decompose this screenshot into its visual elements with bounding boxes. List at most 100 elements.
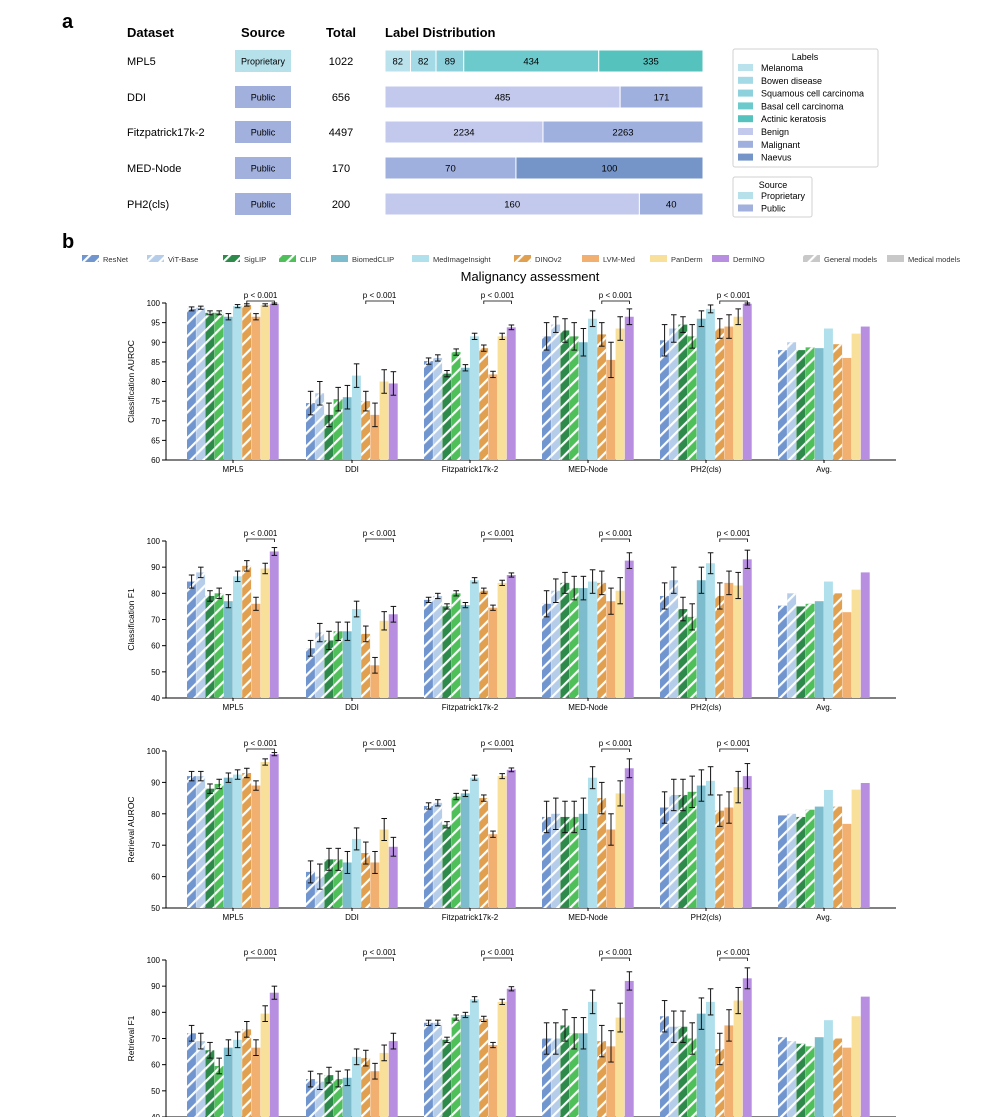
legend-label: Squamous cell carcinoma <box>761 89 864 99</box>
y-tick-label: 70 <box>151 616 160 625</box>
bar <box>842 357 852 460</box>
significance-bracket <box>246 538 275 542</box>
bar-hatch <box>214 1065 224 1117</box>
y-tick-label: 60 <box>151 1061 160 1070</box>
source-legend-title: Source <box>759 180 788 190</box>
legend-label: Melanoma <box>761 63 803 73</box>
significance-label: p < 0.001 <box>481 948 515 957</box>
bar-hatch <box>479 798 489 908</box>
panel-b-title: Malignancy assessment <box>461 269 600 284</box>
bar <box>506 575 516 698</box>
legend-swatch <box>738 115 753 123</box>
bar-hatch <box>542 816 551 908</box>
significance-bracket <box>246 748 275 752</box>
bar-hatch <box>361 633 371 698</box>
bar <box>706 1001 715 1117</box>
bar <box>352 609 361 698</box>
bar <box>696 785 706 908</box>
bar-hatch <box>778 605 787 698</box>
significance-bracket <box>719 748 748 752</box>
y-tick-label: 90 <box>151 563 160 572</box>
bar <box>388 1041 398 1117</box>
bar <box>742 978 752 1117</box>
bar-hatch <box>306 648 315 698</box>
bar-hatch <box>660 1016 669 1117</box>
significance-bracket <box>719 538 748 542</box>
total-count: 4497 <box>329 127 353 139</box>
bar-hatch <box>805 809 815 908</box>
y-tick-label: 50 <box>151 1087 160 1096</box>
legend-label: Medical models <box>908 255 960 264</box>
y-tick-label: 80 <box>151 810 160 819</box>
significance-label: p < 0.001 <box>363 739 397 748</box>
segment-count: 2234 <box>453 128 474 139</box>
bar <box>624 316 634 460</box>
x-tick-label: MED-Node <box>568 913 608 922</box>
bar-hatch <box>660 340 669 460</box>
bar <box>506 327 516 460</box>
y-axis-label: Retrieval F1 <box>126 1015 136 1061</box>
bar <box>706 563 715 698</box>
segment-count: 70 <box>445 164 456 175</box>
y-axis-label: Classification AUROC <box>126 340 136 423</box>
bar <box>488 1045 498 1117</box>
dataset-row-fitzpatrick17k-2: Fitzpatrick17k-2 Public 4497 2234 2263 <box>127 120 704 144</box>
bar-hatch <box>805 347 815 460</box>
bar-hatch <box>324 414 334 460</box>
bar <box>842 1047 852 1117</box>
legend-swatch <box>738 64 753 71</box>
significance-bracket <box>483 957 512 961</box>
legend-swatch <box>738 140 753 148</box>
legend-hatch <box>514 255 531 262</box>
bar <box>615 1017 625 1117</box>
bar <box>260 1013 270 1117</box>
y-tick-label: 75 <box>151 397 160 406</box>
bar-hatch <box>214 312 224 460</box>
bar-hatch <box>833 806 843 908</box>
bar <box>860 326 870 460</box>
bar-hatch <box>433 802 443 908</box>
segment-count: 100 <box>602 164 618 175</box>
bar <box>506 769 516 908</box>
bar-hatch <box>214 783 224 908</box>
bar <box>370 1071 380 1117</box>
source-legend: Source Proprietary Public <box>732 176 813 218</box>
bar <box>233 306 242 460</box>
x-tick-label: Avg. <box>816 913 832 922</box>
bar-hatch <box>551 1038 561 1117</box>
legend-label: DermINO <box>733 255 765 264</box>
bar <box>814 601 824 698</box>
bar-hatch <box>361 1058 371 1117</box>
bar-hatch <box>796 606 806 698</box>
x-tick-label: Fitzpatrick17k-2 <box>442 703 499 712</box>
bar <box>379 620 389 698</box>
x-tick-label: MPL5 <box>223 465 244 474</box>
bar-hatch <box>715 810 725 908</box>
bar <box>606 1046 616 1117</box>
significance-label: p < 0.001 <box>363 948 397 957</box>
source-badge <box>235 50 291 72</box>
bar <box>814 348 824 460</box>
bar-hatch <box>833 1038 843 1117</box>
bar-hatch <box>242 304 252 460</box>
bar-hatch <box>479 590 489 698</box>
bar <box>724 1025 734 1117</box>
legend-swatch <box>738 153 753 161</box>
segment-count: 82 <box>392 57 403 68</box>
bar-hatch <box>805 1046 815 1117</box>
significance-bracket <box>719 300 748 304</box>
chart-retrieval-auroc: 50 60 70 80 90 100 Retrieval AUROC MPL5 DDI Fitzp… <box>126 739 896 922</box>
distribution-segment <box>619 85 704 109</box>
bar-hatch <box>433 1022 443 1117</box>
y-tick-label: 90 <box>151 982 160 991</box>
bar <box>470 777 479 908</box>
y-axis-label: Retrieval AUROC <box>126 796 136 862</box>
bar <box>842 823 852 908</box>
source-label: Proprietary <box>241 57 286 67</box>
source-label: Public <box>251 93 276 103</box>
total-count: 656 <box>332 92 350 104</box>
bar-hatch <box>687 336 697 460</box>
bar-hatch <box>597 334 607 460</box>
bar-hatch <box>542 336 551 460</box>
